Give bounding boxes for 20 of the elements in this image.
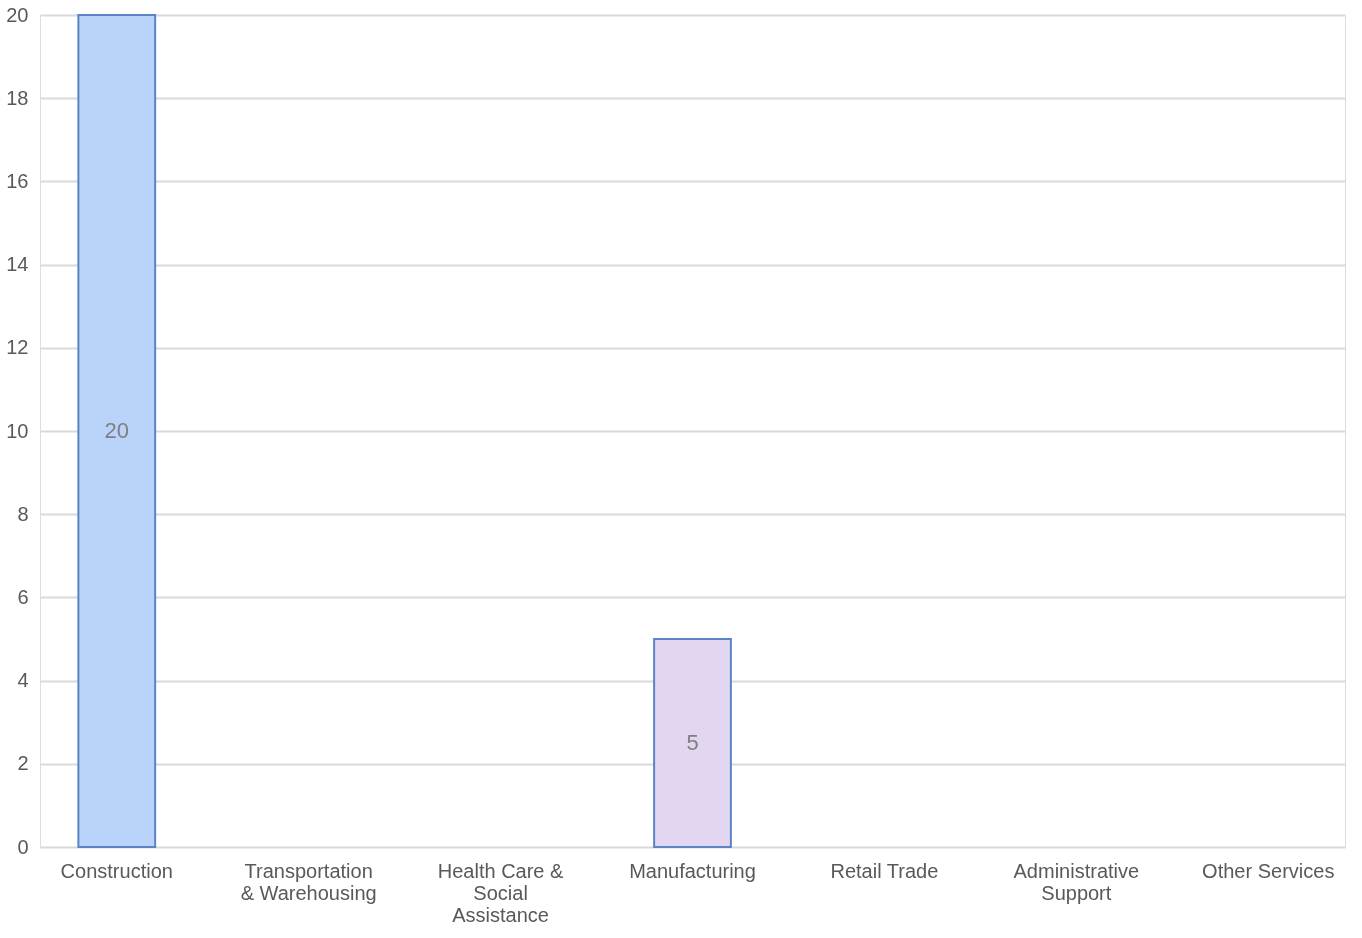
- data-label: 5: [686, 730, 699, 755]
- data-label: 20: [104, 418, 130, 443]
- x-tick-label: Construction: [60, 859, 173, 882]
- x-tick-label: Manufacturing: [629, 859, 756, 882]
- y-tick-label: 4: [17, 669, 29, 692]
- x-tick-label: Other Services: [1202, 859, 1335, 882]
- y-tick-label: 18: [6, 86, 29, 109]
- y-tick-label: 14: [6, 253, 29, 276]
- y-tick-label: 12: [6, 336, 29, 359]
- y-tick-label: 8: [17, 502, 29, 525]
- x-tick-label: Health Care & Social Assistance: [437, 859, 565, 926]
- y-tick-label: 6: [17, 585, 29, 608]
- y-tick-label: 16: [6, 169, 29, 192]
- y-tick-label: 0: [17, 835, 29, 858]
- x-tick-label: Administrative Support: [1013, 859, 1140, 904]
- x-tick-label: Transportation & Warehousing: [240, 859, 377, 904]
- y-tick-label: 20: [6, 3, 29, 26]
- y-tick-label: 10: [6, 419, 29, 442]
- y-tick-label: 2: [17, 752, 29, 775]
- x-tick-label: Retail Trade: [830, 859, 939, 882]
